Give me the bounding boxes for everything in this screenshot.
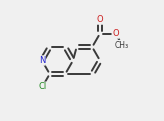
- Text: CH₃: CH₃: [115, 41, 129, 49]
- Text: N: N: [39, 56, 45, 65]
- Text: Cl: Cl: [38, 82, 46, 91]
- Text: O: O: [97, 15, 103, 24]
- Text: O: O: [112, 29, 119, 38]
